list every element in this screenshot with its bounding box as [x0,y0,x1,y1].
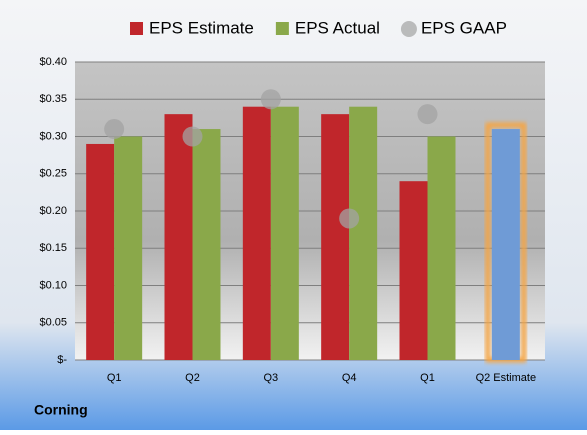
x-tick-label: Q1 [420,372,435,384]
bar [86,143,115,360]
bar [349,106,378,360]
y-tick-label: $0.25 [39,168,67,180]
bar [242,106,271,360]
x-tick-label: Q3 [263,372,278,384]
y-tick-label: $0.40 [39,56,67,68]
bar [491,129,520,360]
bar [270,106,299,360]
x-tick-label: Q2 Estimate [476,372,537,384]
bar [164,114,193,361]
legend-label: EPS GAAP [421,18,507,37]
y-tick-label: $- [57,354,67,366]
y-tick-label: $0.15 [39,242,67,254]
legend-swatch [400,21,417,37]
y-tick-label: $0.35 [39,93,67,105]
legend-swatch [275,22,289,35]
gaap-marker [182,126,203,147]
y-tick-label: $0.30 [39,130,67,142]
bar [427,136,456,360]
bar [321,114,350,361]
y-tick-label: $0.05 [39,317,67,329]
x-tick-label: Q4 [342,372,357,384]
legend-label: EPS Actual [295,18,380,37]
source-label: Corning [34,402,88,418]
gaap-marker [104,119,125,140]
y-tick-label: $0.20 [39,205,67,217]
bar [192,129,221,360]
y-tick-label: $0.10 [39,279,67,291]
bar [114,136,143,360]
gaap-marker [417,104,438,125]
legend-label: EPS Estimate [149,18,254,37]
gaap-marker [260,89,281,110]
x-tick-label: Q1 [107,372,122,384]
x-tick-label: Q2 [185,372,200,384]
bar [399,181,428,360]
legend-swatch [130,22,143,35]
gaap-marker [339,208,360,229]
